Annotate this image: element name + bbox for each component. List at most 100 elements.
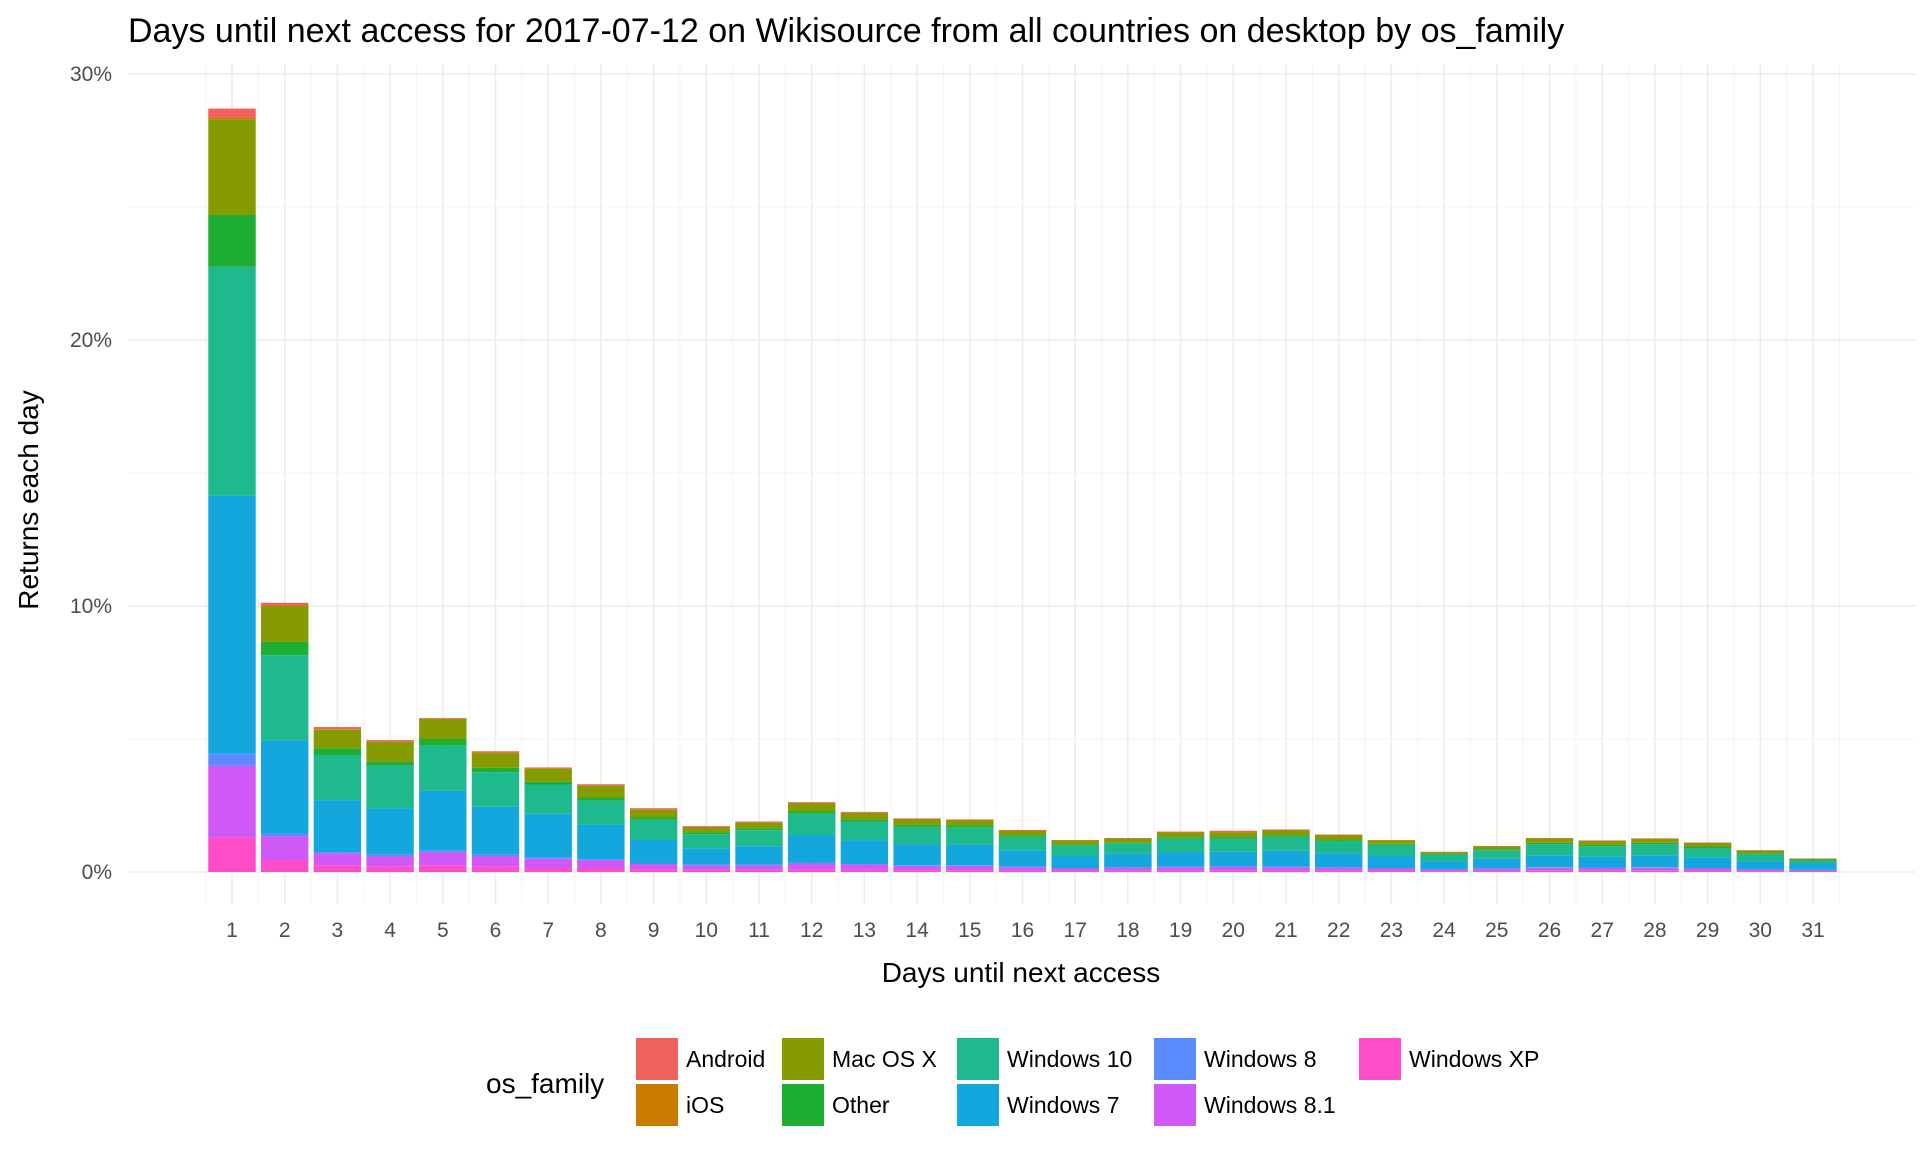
bar-segment-windows-8-1-day-13	[840, 864, 889, 870]
bar-segment-windows-xp-day-15	[946, 870, 994, 872]
bar-segment-other-day-3	[313, 748, 362, 755]
bar-segment-windows-7-day-22	[1314, 853, 1363, 868]
x-tick-label: 29	[1696, 919, 1719, 942]
bar-segment-windows-10-day-21	[1262, 836, 1310, 851]
bar-segment-windows-8-1-day-29	[1683, 868, 1732, 871]
bar-segment-ios-day-6	[471, 752, 520, 754]
bar-segment-windows-8-day-25	[1473, 868, 1521, 869]
bar-segment-mac-os-x-day-21	[1262, 830, 1310, 836]
bar-segment-windows-8-1-day-19	[1156, 867, 1205, 871]
bar-segment-windows-7-day-28	[1631, 855, 1679, 868]
bar-segment-android-day-13	[840, 811, 889, 813]
bar-segment-windows-8-1-day-28	[1631, 867, 1679, 871]
bar-segment-windows-10-day-11	[735, 830, 783, 847]
x-tick-label: 5	[437, 919, 449, 942]
bar-segment-other-day-5	[419, 739, 467, 746]
bar-segment-windows-8-1-day-20	[1209, 866, 1258, 871]
bar-segment-other-day-30	[1736, 853, 1785, 854]
bar-segment-windows-8-1-day-30	[1736, 869, 1785, 872]
bar-segment-android-day-28	[1631, 838, 1679, 839]
bar-segment-windows-7-day-7	[524, 813, 572, 858]
bar-segment-windows-10-day-22	[1314, 841, 1363, 854]
bar-segment-mac-os-x-day-14	[893, 819, 941, 825]
bar-segment-mac-os-x-day-13	[840, 812, 889, 820]
bar-segment-windows-7-day-30	[1736, 861, 1785, 870]
bar-segment-other-day-1	[208, 214, 256, 267]
bar-segment-android-day-20	[1209, 830, 1258, 833]
bar-segment-mac-os-x-day-25	[1473, 846, 1521, 850]
bar-segment-windows-xp-day-16	[998, 870, 1047, 872]
bar-segment-other-day-7	[524, 781, 572, 785]
bar-segment-windows-7-day-21	[1262, 850, 1310, 867]
bar-segment-windows-8-1-day-17	[1051, 868, 1099, 871]
bar-segment-windows-7-day-14	[893, 844, 941, 866]
bar-segment-android-day-23	[1367, 840, 1416, 841]
x-tick-label: 20	[1222, 919, 1245, 942]
bar-segment-windows-8-day-31	[1789, 869, 1837, 871]
bar-segment-other-day-29	[1683, 846, 1732, 849]
x-tick-label: 12	[800, 919, 823, 942]
bar-segment-windows-8-day-20	[1209, 866, 1258, 867]
bar-segment-windows-7-day-13	[840, 840, 889, 865]
x-tick-label: 3	[332, 919, 344, 942]
bar-segment-windows-8-1-day-14	[893, 865, 941, 871]
bar-segment-windows-xp-day-21	[1262, 870, 1310, 872]
x-tick-label: 16	[1011, 919, 1034, 942]
bar-segment-ios-day-4	[366, 741, 414, 742]
bar-segment-windows-8-day-14	[893, 865, 941, 866]
bar-segment-windows-8-day-16	[998, 866, 1047, 868]
bar-segment-android-day-8	[577, 784, 625, 786]
bar-segment-android-day-6	[471, 751, 520, 753]
bar-segment-windows-8-day-5	[419, 850, 467, 853]
y-tick-label: 20%	[70, 329, 112, 352]
bar-segment-windows-7-day-29	[1683, 857, 1732, 869]
x-tick-label: 27	[1591, 919, 1614, 942]
bar-segment-windows-10-day-29	[1683, 848, 1732, 858]
bar-segment-windows-7-day-10	[682, 848, 731, 865]
bar-segment-ios-day-19	[1156, 832, 1205, 833]
bar-segment-windows-8-1-day-16	[998, 867, 1047, 871]
bar-segment-windows-8-day-17	[1051, 868, 1099, 869]
bar-segment-mac-os-x-day-17	[1051, 840, 1099, 845]
bar-segment-mac-os-x-day-23	[1367, 840, 1416, 844]
bar-segment-android-day-10	[682, 825, 731, 827]
bar-segment-windows-8-day-12	[787, 862, 836, 864]
bar-segment-windows-xp-day-24	[1420, 871, 1468, 872]
x-tick-label: 14	[905, 919, 929, 942]
bar-segment-windows-8-day-28	[1631, 867, 1679, 868]
bar-segment-windows-8-day-15	[946, 865, 994, 866]
bar-segment-other-day-10	[682, 832, 731, 835]
bar-segment-windows-7-day-31	[1789, 864, 1837, 870]
bar-segment-windows-8-1-day-21	[1262, 867, 1310, 871]
bar-segment-windows-xp-day-14	[893, 870, 941, 872]
bar-segment-windows-7-day-6	[471, 806, 520, 855]
bar-segment-android-day-30	[1736, 850, 1785, 851]
bar-segment-windows-8-1-day-23	[1367, 868, 1416, 871]
x-axis-title: Days until next access	[882, 957, 1161, 988]
bar-segment-mac-os-x-day-22	[1314, 835, 1363, 841]
x-tick-label: 2	[279, 919, 291, 942]
bar-segment-windows-xp-day-7	[524, 868, 572, 872]
bar-segment-ios-day-21	[1262, 829, 1310, 831]
bar-segment-ios-day-16	[998, 830, 1047, 832]
bar-segment-mac-os-x-day-9	[629, 809, 678, 818]
bar-segment-windows-8-1-day-1	[208, 765, 256, 838]
bar-segment-windows-10-day-12	[787, 813, 836, 836]
x-tick-label: 8	[595, 919, 607, 942]
bar-segment-windows-8-1-day-15	[946, 865, 994, 871]
x-tick-label: 26	[1538, 919, 1561, 942]
bar-segment-windows-10-day-25	[1473, 850, 1521, 859]
bar-segment-android-day-29	[1683, 842, 1732, 844]
bar-segment-mac-os-x-day-29	[1683, 843, 1732, 847]
bar-segment-windows-xp-day-18	[1104, 870, 1152, 872]
bar-segment-android-day-31	[1789, 858, 1837, 859]
bar-segment-windows-7-day-1	[208, 495, 256, 754]
bar-segment-windows-8-1-day-24	[1420, 869, 1468, 872]
x-tick-label: 28	[1643, 919, 1666, 942]
bar-segment-windows-8-day-3	[313, 852, 362, 854]
bar-segment-ios-day-20	[1209, 832, 1258, 833]
bar-segment-windows-10-day-9	[629, 819, 678, 840]
bar-segment-windows-8-1-day-11	[735, 865, 783, 870]
x-tick-label: 7	[542, 919, 554, 942]
bar-segment-windows-10-day-8	[577, 800, 625, 825]
